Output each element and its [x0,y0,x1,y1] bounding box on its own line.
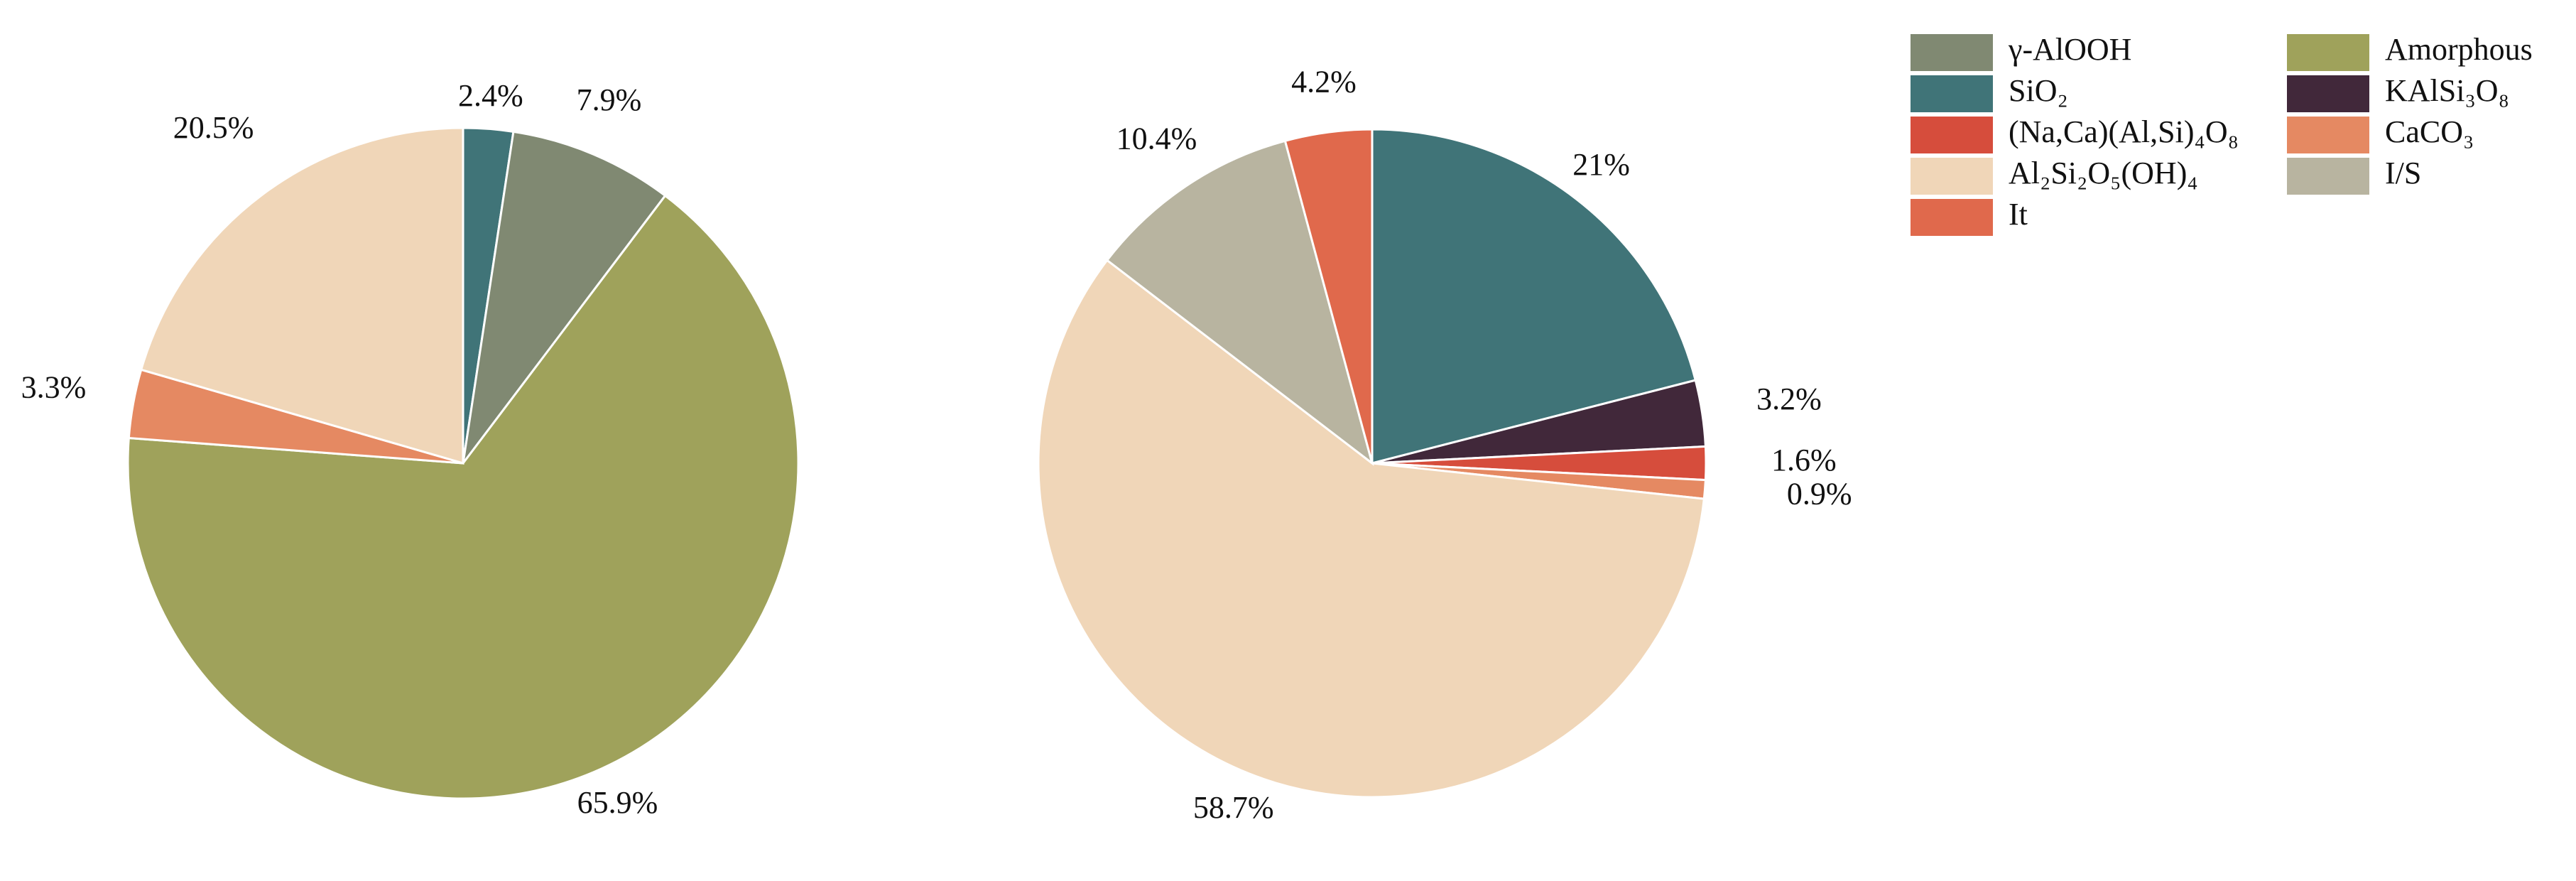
legend-label: (Na,Ca)(Al,Si)₄O₈ [2009,114,2239,149]
pie-chart-right: 21% 3.2% 1.6%0.9% 58.7% 10.4% 4.2% [1037,65,1852,825]
legend-label: SiO₂ [2009,73,2068,108]
legend-label: KAlSi₃O₈ [2385,73,2509,108]
legend-label: Amorphous [2385,32,2533,67]
legend-swatch-i-s [2287,158,2369,195]
pie-slice-it [1283,128,1374,464]
pie-data-label: 58.7% [1193,790,1274,825]
pie-slice-alooh [462,130,667,464]
pie-slice-amorphous [126,194,800,800]
legend-label: I/S [2385,156,2421,190]
legend-label: Al₂Si₂O₅(OH)₄ [2009,156,2198,190]
pie-data-label: 20.5% [173,110,254,145]
pie-data-label: 0.9% [1787,476,1852,511]
legend-swatch-kalsi-o [2287,75,2369,112]
legend-swatch-sio [1911,75,1993,112]
pie-data-label: 4.2% [1291,65,1357,99]
pie-data-label: 10.4% [1116,121,1197,156]
pie-data-label: 65.9% [577,785,658,820]
legend-swatch-na-ca-al-si-o [1911,117,1993,153]
pie-slice-al-si-o-oh [139,126,464,465]
legend: γ-AlOOH Amorphous SiO₂ KAlSi₃O₈ (Na,Ca)(Al,S… [1911,32,2533,236]
legend-swatch-caco [2287,117,2369,153]
pie-data-label: 21% [1572,147,1630,182]
legend-swatch-al-si-o-oh [1911,158,1993,195]
pie-slice-sio [1371,128,1697,465]
pie-chart-left: 2.4% 7.9% 65.9% 3.3% 20.5% [21,78,800,820]
pie-data-label: 3.3% [21,369,87,404]
legend-swatch-it [1911,199,1993,236]
legend-label: CaCO₃ [2385,114,2474,149]
pie-data-label: 7.9% [577,82,642,117]
legend-label: It [2009,197,2028,232]
legend-swatch-amorphous [2287,34,2369,71]
legend-label: γ-AlOOH [2008,32,2131,67]
pie-data-label: 3.2% [1756,382,1822,416]
legend-swatch-alooh [1911,34,1993,71]
pie-slice-al-si-o-oh [1037,259,1705,799]
pie-data-label: 1.6% [1771,443,1837,477]
pie-data-label: 2.4% [458,78,523,113]
